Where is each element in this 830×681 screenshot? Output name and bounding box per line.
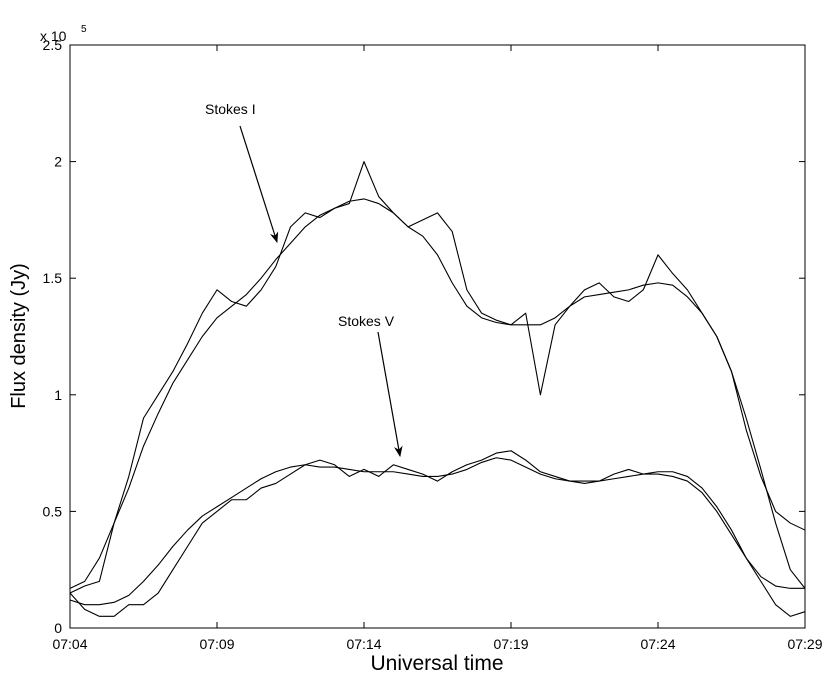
x-tick-label: 07:29	[787, 636, 822, 652]
annotation: Stokes I	[205, 101, 256, 117]
annotation-arrow	[239, 125, 279, 244]
x-tick-label: 07:24	[640, 636, 675, 652]
y-multiplier: x 10	[40, 28, 67, 44]
y-tick-label: 2	[54, 154, 62, 170]
x-tick-label: 07:09	[199, 636, 234, 652]
y-axis-label: Flux density (Jy)	[8, 263, 30, 409]
annotation: Stokes V	[338, 313, 395, 329]
x-tick-label: 07:04	[52, 636, 87, 652]
data-line	[69, 450, 806, 617]
x-axis-label: Universal time	[370, 652, 503, 675]
y-tick-label: 1.5	[43, 270, 63, 286]
y-multiplier-exponent: 5	[81, 24, 87, 35]
y-tick-label: 0.5	[43, 503, 63, 519]
annotation-arrow	[377, 331, 403, 458]
y-tick-label: 1	[54, 387, 62, 403]
plot-frame	[69, 44, 806, 629]
x-tick-label: 07:14	[346, 636, 381, 652]
data-line	[69, 198, 806, 589]
y-tick-label: 2.5	[43, 37, 63, 53]
x-tick-label: 07:19	[493, 636, 528, 652]
y-tick-label: 0	[54, 620, 62, 636]
data-line	[69, 457, 805, 606]
data-line	[69, 161, 806, 594]
